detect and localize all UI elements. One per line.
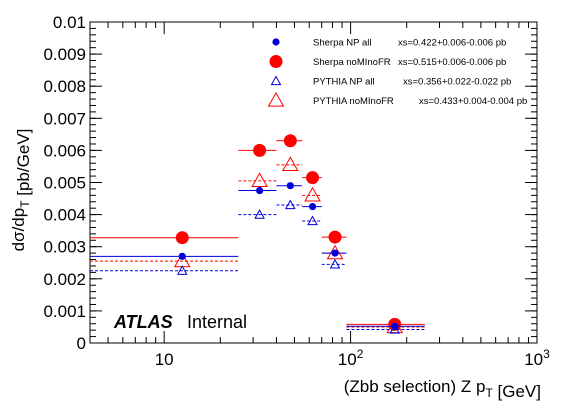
data-point (281, 156, 299, 171)
x-tick-labels: 10 102 103 (155, 347, 550, 369)
data-point (331, 249, 339, 257)
series-sherpa-np-all (90, 182, 425, 330)
y-tick-label: 0.002 (43, 270, 86, 289)
data-point (307, 215, 318, 226)
series-sherpa-nominofr (90, 134, 425, 331)
series-pythia-np-all (90, 199, 425, 334)
legend-series-name: PYTHIA NP all (313, 77, 375, 88)
y-tick-labels: 0 0.001 0.002 0.003 0.004 0.005 0.006 0.007 0.00… (43, 13, 86, 353)
data-point (283, 134, 297, 148)
legend-marker (270, 75, 282, 86)
legend-xs-value: xs=0.356+0.022-0.022 pb (403, 77, 511, 88)
data-point (328, 230, 342, 244)
y-tick-label: 0.008 (43, 77, 86, 96)
data-point (329, 258, 341, 269)
y-tick-label: 0.006 (43, 141, 86, 160)
data-point (176, 265, 188, 275)
data-point (178, 252, 186, 260)
data-series (90, 134, 425, 334)
y-axis-label: dσ/dpT [pb/GeV] (9, 129, 33, 252)
legend-series-name: Sherpa noMInoFR (313, 57, 391, 68)
x-axis-label: (Zbb selection) Z pT [GeV] (344, 377, 541, 401)
data-point (251, 172, 268, 188)
x-tick-label: 10 (155, 350, 174, 369)
data-point (304, 186, 321, 202)
legend-xs-value: xs=0.422+0.006-0.006 pb (398, 38, 506, 49)
y-tick-label: 0.007 (43, 109, 86, 128)
data-point (175, 231, 189, 245)
legend-entry: Sherpa NP all xs=0.422+0.006-0.006 pb (272, 38, 506, 49)
x-tick-label: 102 (338, 347, 364, 369)
legend-marker (272, 38, 280, 46)
legend-entry: PYTHIA NP all xs=0.356+0.022-0.022 pb (270, 75, 511, 88)
data-point (253, 143, 267, 157)
y-tick-label: 0.001 (43, 302, 86, 321)
legend-xs-value: xs=0.433+0.004-0.004 pb (419, 96, 527, 107)
y-tick-label: 0.004 (43, 206, 86, 225)
legend-series-name: Sherpa NP all (313, 38, 371, 49)
data-point (254, 209, 265, 219)
y-tick-label: 0.01 (53, 13, 86, 32)
atlas-label: ATLAS (113, 312, 173, 332)
internal-label: Internal (187, 312, 247, 332)
y-tick-label: 0.003 (43, 238, 86, 257)
data-point (326, 244, 344, 260)
data-point (306, 171, 320, 185)
legend-entry: Sherpa noMInoFR xs=0.515+0.006-0.006 pb (269, 55, 506, 68)
atlas-internal-label: ATLAS Internal (113, 312, 247, 332)
x-tick-label: 103 (524, 347, 550, 369)
axis-ticks (89, 21, 538, 344)
data-point (391, 322, 399, 330)
data-point (308, 202, 317, 211)
y-tick-label: 0.005 (43, 174, 86, 193)
legend-series-name: PYTHIA noMInoFR (313, 96, 394, 107)
legend-marker (267, 91, 285, 107)
legend-xs-value: xs=0.515+0.006-0.006 pb (398, 57, 506, 68)
legend-entry: PYTHIA noMInoFR xs=0.433+0.004-0.004 pb (267, 91, 527, 107)
y-tick-label: 0.009 (43, 45, 86, 64)
legend: Sherpa NP all xs=0.422+0.006-0.006 pbSher… (267, 38, 527, 107)
y-tick-label: 0 (77, 334, 86, 353)
data-point (256, 186, 264, 195)
data-point (284, 199, 296, 210)
data-point (286, 182, 294, 190)
legend-marker (269, 55, 283, 68)
